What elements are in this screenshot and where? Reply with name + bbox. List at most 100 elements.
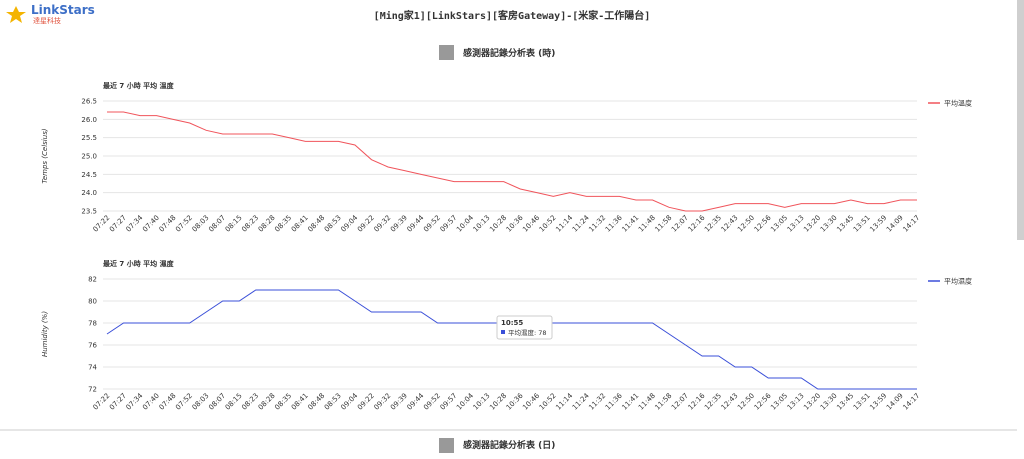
y-tick-label: 26.5 <box>81 98 97 106</box>
brand-sub: 達星科技 <box>33 16 61 25</box>
x-tick-label: 09:39 <box>389 392 409 412</box>
x-tick-label: 12:50 <box>736 392 756 412</box>
scrollbar[interactable] <box>1017 0 1024 240</box>
x-tick-label: 11:48 <box>637 392 657 412</box>
y-tick-label: 72 <box>88 386 97 394</box>
page-title: [Ming家1][LinkStars][客房Gateway]-[米家-工作陽台] <box>374 9 651 22</box>
x-tick-label: 08:48 <box>306 214 326 234</box>
x-tick-label: 10:46 <box>521 213 541 233</box>
x-tick-label: 11:14 <box>554 391 574 411</box>
y-tick-label: 26.0 <box>81 116 97 124</box>
x-tick-label: 13:30 <box>819 392 839 412</box>
section-title: 感測器記錄分析表 (時) <box>463 47 555 59</box>
x-tick-label: 09:04 <box>339 213 359 233</box>
x-tick-label: 11:24 <box>571 213 591 233</box>
legend-label: 平均濕度 <box>944 277 972 286</box>
x-tick-label: 08:03 <box>191 392 211 412</box>
legend-label: 平均溫度 <box>944 99 972 108</box>
x-tick-label: 13:20 <box>802 214 822 234</box>
x-tick-label: 08:15 <box>224 214 244 234</box>
tooltip-title: 10:55 <box>501 319 523 327</box>
x-tick-label: 13:51 <box>852 392 872 412</box>
logo-star <box>6 6 26 23</box>
x-tick-label: 10:52 <box>538 392 558 412</box>
x-tick-label: 08:23 <box>240 214 260 234</box>
x-tick-label: 07:22 <box>91 214 111 234</box>
x-tick-label: 12:56 <box>753 213 773 233</box>
x-tick-label: 10:13 <box>472 392 492 412</box>
x-tick-label: 10:36 <box>505 391 525 411</box>
x-tick-label: 11:14 <box>554 213 574 233</box>
x-tick-label: 07:27 <box>108 392 128 412</box>
y-tick-label: 24.5 <box>81 171 97 179</box>
x-tick-label: 12:43 <box>720 392 740 412</box>
x-tick-label: 09:52 <box>422 214 442 234</box>
x-tick-label: 11:58 <box>654 392 674 412</box>
x-tick-label: 09:22 <box>356 392 376 412</box>
x-tick-label: 13:20 <box>802 392 822 412</box>
x-tick-label: 07:52 <box>174 214 194 234</box>
x-tick-label: 11:41 <box>620 214 640 234</box>
x-tick-label: 12:07 <box>670 214 690 234</box>
x-tick-label: 07:34 <box>125 391 145 411</box>
brand: LinkStars <box>31 3 95 17</box>
x-tick-label: 12:16 <box>687 391 707 411</box>
y-tick-label: 76 <box>88 342 97 350</box>
x-tick-label: 14:09 <box>885 214 905 234</box>
section-icon[interactable] <box>439 45 454 60</box>
y-tick-label: 82 <box>88 276 97 284</box>
x-tick-label: 09:04 <box>339 391 359 411</box>
x-tick-label: 09:39 <box>389 214 409 234</box>
x-tick-label: 11:32 <box>587 392 607 412</box>
x-tick-label: 12:35 <box>703 392 723 412</box>
x-tick-label: 07:40 <box>141 214 161 234</box>
x-tick-label: 08:07 <box>207 392 227 412</box>
x-tick-label: 08:03 <box>191 214 211 234</box>
x-tick-label: 09:44 <box>406 391 426 411</box>
x-tick-label: 10:28 <box>488 392 508 412</box>
x-tick-label: 07:27 <box>108 214 128 234</box>
chart-title: 最近 7 小時 平均 溫度 <box>103 81 175 90</box>
x-tick-label: 13:45 <box>835 392 855 412</box>
x-tick-label: 09:22 <box>356 214 376 234</box>
y-tick-label: 25.0 <box>81 153 97 161</box>
x-tick-label: 12:56 <box>753 391 773 411</box>
chart-title: 最近 7 小時 平均 濕度 <box>103 259 175 268</box>
x-tick-label: 10:52 <box>538 214 558 234</box>
x-tick-label: 09:52 <box>422 392 442 412</box>
x-tick-label: 14:17 <box>901 214 921 234</box>
x-tick-label: 08:28 <box>257 214 277 234</box>
y-tick-label: 74 <box>88 364 97 372</box>
x-tick-label: 10:04 <box>455 213 475 233</box>
x-tick-label: 14:09 <box>885 392 905 412</box>
x-tick-label: 10:04 <box>455 391 475 411</box>
x-tick-label: 11:36 <box>604 213 624 233</box>
x-tick-label: 13:51 <box>852 214 872 234</box>
x-tick-label: 07:34 <box>125 213 145 233</box>
x-tick-label: 09:32 <box>373 392 393 412</box>
x-tick-label: 10:46 <box>521 391 541 411</box>
x-tick-label: 08:41 <box>290 392 310 412</box>
x-tick-label: 13:30 <box>819 214 839 234</box>
x-tick-label: 12:43 <box>720 214 740 234</box>
section-icon[interactable] <box>439 438 454 453</box>
x-tick-label: 13:59 <box>868 214 888 234</box>
x-tick-label: 07:40 <box>141 392 161 412</box>
x-tick-label: 08:28 <box>257 392 277 412</box>
y-tick-label: 78 <box>88 320 97 328</box>
x-tick-label: 08:07 <box>207 214 227 234</box>
x-tick-label: 09:57 <box>439 214 459 234</box>
x-tick-label: 08:15 <box>224 392 244 412</box>
x-tick-label: 12:16 <box>687 213 707 233</box>
line <box>107 111 917 212</box>
x-tick-label: 11:24 <box>571 391 591 411</box>
x-tick-label: 10:13 <box>472 214 492 234</box>
y-tick-label: 80 <box>88 298 97 306</box>
x-tick-label: 12:07 <box>670 392 690 412</box>
x-tick-label: 09:57 <box>439 392 459 412</box>
x-tick-label: 11:36 <box>604 391 624 411</box>
x-tick-label: 08:48 <box>306 392 326 412</box>
x-tick-label: 13:59 <box>868 392 888 412</box>
x-tick-label: 10:28 <box>488 214 508 234</box>
